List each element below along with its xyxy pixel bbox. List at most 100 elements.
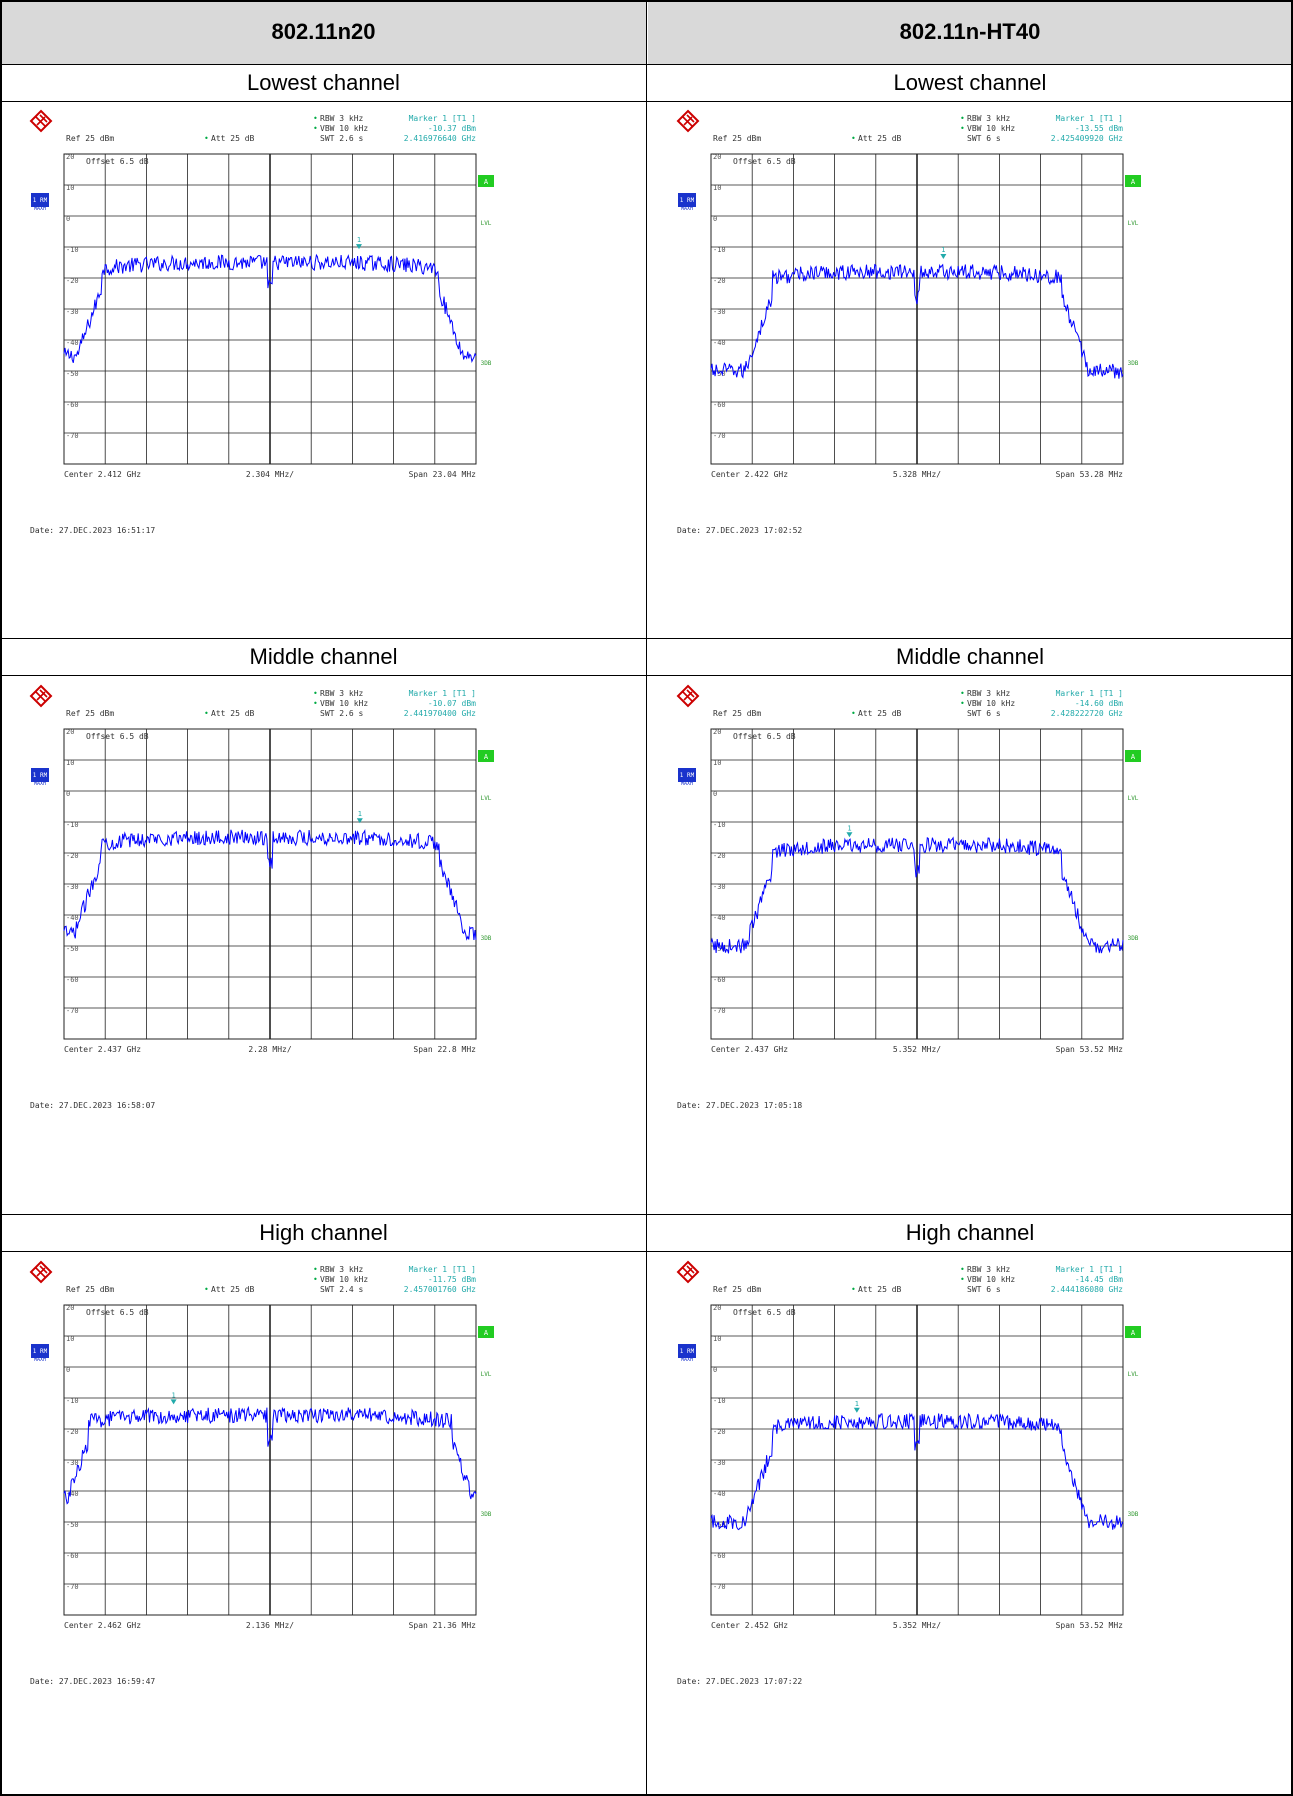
rohde-schwarz-logo-icon — [29, 684, 53, 708]
table-divider — [0, 64, 1293, 65]
trigger-badge — [1125, 750, 1141, 762]
rbw-bullet: • — [960, 689, 965, 698]
y-tick-label: -40 — [66, 339, 79, 347]
column-header: 802.11n20 — [271, 19, 376, 44]
trigger-badge-text: A — [1131, 178, 1136, 186]
y-tick-label: -20 — [66, 277, 79, 285]
swt-label: SWT 2.6 s — [320, 709, 364, 718]
marker-1-symbol — [355, 244, 362, 250]
y-tick-label: -50 — [713, 1521, 726, 1529]
marker-frequency: 2.444186080 GHz — [1051, 1285, 1123, 1294]
y-tick-label: -10 — [66, 821, 79, 829]
y-tick-label: -20 — [713, 1428, 726, 1436]
vbw-bullet: • — [960, 124, 965, 133]
att-label: Att 25 dB — [211, 134, 255, 143]
table-border — [0, 0, 2, 1796]
offset-label: Offset 6.5 dB — [733, 157, 796, 166]
y-tick-label: -20 — [713, 852, 726, 860]
y-tick-label: -40 — [713, 914, 726, 922]
rbw-bullet: • — [313, 689, 318, 698]
ref-level-label: Ref 25 dBm — [66, 1285, 114, 1294]
y-tick-label: 0 — [713, 790, 717, 798]
spectrum-trace — [710, 263, 1124, 379]
trace-mode-badge — [31, 768, 49, 782]
offset-label: Offset 6.5 dB — [86, 732, 149, 741]
y-tick-label: -20 — [713, 277, 726, 285]
vbw-label: VBW 10 kHz — [967, 699, 1015, 708]
y-tick-label: -30 — [713, 883, 726, 891]
y-tick-label: -60 — [66, 1552, 79, 1560]
center-frequency-label: Center 2.422 GHz — [711, 470, 788, 479]
att-label: Att 25 dB — [858, 134, 902, 143]
marker-1-symbol — [940, 254, 947, 260]
marker-title: Marker 1 [T1 ] — [1056, 689, 1123, 698]
frequency-per-division-label: 2.304 MHz/ — [246, 470, 294, 479]
trigger-badge — [1125, 1326, 1141, 1338]
y-tick-label: -50 — [713, 945, 726, 953]
marker-title: Marker 1 [T1 ] — [1056, 1265, 1123, 1274]
header-cell-bg — [648, 0, 1291, 64]
trace-mode-text-2: MAXH — [681, 206, 693, 212]
y-tick-label: 0 — [66, 1366, 70, 1374]
y-tick-label: -30 — [713, 308, 726, 316]
y-tick-label: -10 — [66, 246, 79, 254]
y-tick-label: 10 — [713, 759, 721, 767]
y-tick-label: -40 — [713, 339, 726, 347]
trace-mode-badge — [678, 193, 696, 207]
y-tick-label: -40 — [713, 1490, 726, 1498]
marker-level: -10.37 dBm — [428, 124, 476, 133]
table-divider — [0, 101, 1293, 102]
y-tick-label: -30 — [66, 308, 79, 316]
rbw-label: RBW 3 kHz — [967, 1265, 1011, 1274]
y-tick-label: 20 — [66, 1304, 74, 1312]
span-label: Span 23.04 MHz — [409, 470, 477, 479]
y-tick-label: -50 — [66, 1521, 79, 1529]
y-tick-label: 20 — [66, 728, 74, 736]
row-label: Middle channel — [896, 644, 1044, 669]
row-label: High channel — [905, 1220, 1035, 1245]
table-border — [1291, 0, 1293, 1796]
trace-mode-text-2: MAXH — [681, 781, 693, 787]
center-frequency-label: Center 2.462 GHz — [64, 1621, 141, 1630]
frequency-per-division-label: 2.136 MHz/ — [246, 1621, 294, 1630]
frequency-per-division-label: 5.352 MHz/ — [893, 1621, 941, 1630]
y-tick-label: -70 — [66, 432, 79, 440]
att-bullet: • — [204, 134, 209, 143]
marker-title: Marker 1 [T1 ] — [409, 689, 476, 698]
swt-label: SWT 6 s — [967, 1285, 1001, 1294]
y-tick-label: 10 — [66, 759, 74, 767]
y-tick-label: -50 — [66, 370, 79, 378]
swt-label: SWT 6 s — [967, 134, 1001, 143]
y-tick-label: -70 — [66, 1583, 79, 1591]
y-tick-label: -30 — [713, 1459, 726, 1467]
att-label: Att 25 dB — [211, 1285, 255, 1294]
date-label: Date: 27.DEC.2023 17:05:18 — [677, 1101, 802, 1110]
swt-label: SWT 2.6 s — [320, 134, 364, 143]
y-tick-label: -60 — [713, 1552, 726, 1560]
level-side-label: LVL — [481, 220, 492, 227]
swt-label: SWT 2.4 s — [320, 1285, 364, 1294]
spectrum-plot: • RBW 3 kHz • VBW 10 kHz SWT 2.4 s Ref 25 dBm… — [0, 1252, 646, 1795]
offset-label: Offset 6.5 dB — [86, 157, 149, 166]
trace-mode-text: 1 RM — [680, 772, 695, 779]
y-tick-label: -40 — [66, 914, 79, 922]
marker-1-label: 1 — [847, 824, 851, 832]
span-label: Span 21.36 MHz — [409, 1621, 477, 1630]
y-tick-label: -60 — [713, 401, 726, 409]
rbw-label: RBW 3 kHz — [967, 689, 1011, 698]
rohde-schwarz-logo-icon — [676, 109, 700, 133]
trace-mode-text-2: MAXH — [681, 1357, 693, 1363]
y-tick-label: -70 — [713, 432, 726, 440]
rbw-label: RBW 3 kHz — [320, 114, 364, 123]
trace-mode-badge — [678, 768, 696, 782]
att-bullet: • — [851, 1285, 856, 1294]
trigger-badge-text: A — [484, 178, 489, 186]
marker-1-symbol — [356, 818, 363, 824]
trace-mode-text: 1 RM — [33, 772, 48, 779]
y-tick-label: 10 — [66, 184, 74, 192]
offset-label: Offset 6.5 dB — [733, 1308, 796, 1317]
marker-level: -13.55 dBm — [1075, 124, 1123, 133]
trace-mode-text: 1 RM — [680, 1348, 695, 1355]
vbw-bullet: • — [313, 699, 318, 708]
